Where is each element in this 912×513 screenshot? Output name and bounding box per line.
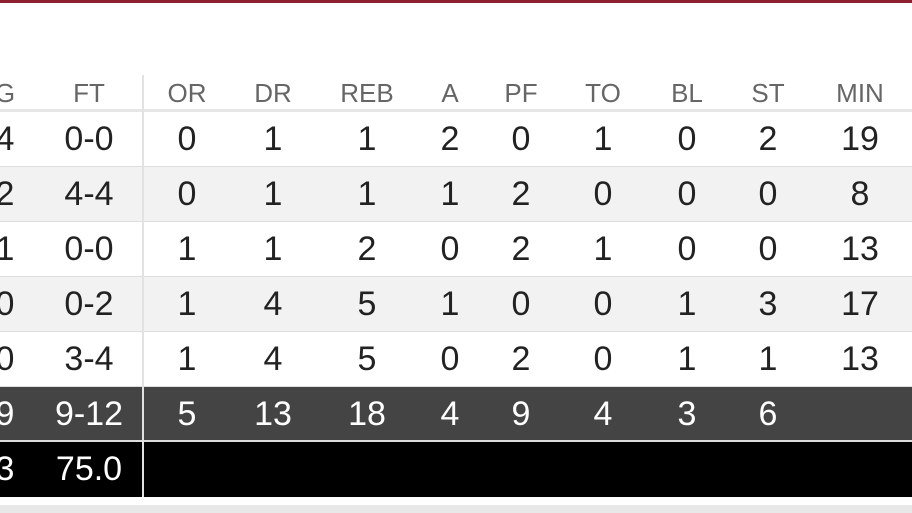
table-row-cell-reb: 5 xyxy=(357,340,377,378)
column-header-cell-or[interactable]: OR xyxy=(167,78,207,108)
table-row-cell-st: 3 xyxy=(758,285,778,323)
percentages-row: 3 75.0 xyxy=(0,442,912,497)
column-header-cell-pf[interactable]: PF xyxy=(504,78,538,108)
totals-row: 9 9-12 5 13 18 4 9 4 3 6 xyxy=(0,387,912,442)
table-row-cell-or: 1 xyxy=(177,230,197,268)
table-row-cell-min: 13 xyxy=(841,230,879,268)
table-row-cell-bl: 0 xyxy=(677,120,697,158)
table-row-cell-a: 2 xyxy=(440,120,460,158)
table-row-cell-to: 0 xyxy=(593,285,613,323)
percentages-row-cell-ft: 75.0 xyxy=(55,450,123,488)
table-row-cell-st: 1 xyxy=(758,340,778,378)
table-row: 4 0-0 0 1 1 2 0 1 0 2 19 xyxy=(0,112,912,167)
table-row-cell-dr: 4 xyxy=(263,340,283,378)
table-row-cell-ft: 0-0 xyxy=(64,120,114,158)
table-row-cell-pf: 0 xyxy=(511,285,531,323)
table-row-cell-g: 2 xyxy=(0,175,15,213)
table-row-cell-to: 0 xyxy=(593,175,613,213)
table-row-cell-reb: 1 xyxy=(357,175,377,213)
table-row-cell-dr: 1 xyxy=(263,230,283,268)
table-row-cell-dr: 4 xyxy=(263,285,283,323)
table-row-cell-or: 1 xyxy=(177,340,197,378)
table-row-cell-a: 1 xyxy=(440,175,460,213)
table-row-cell-st: 0 xyxy=(758,175,778,213)
table-row-cell-a: 0 xyxy=(440,230,460,268)
table-row: 0 3-4 1 4 5 0 2 0 1 1 13 xyxy=(0,332,912,387)
table-row-cell-g: 0 xyxy=(0,285,15,323)
totals-row-cell-pf: 9 xyxy=(511,395,531,433)
table-row-cell-dr: 1 xyxy=(263,120,283,158)
table-row: 1 0-0 1 1 2 0 2 1 0 0 13 xyxy=(0,222,912,277)
column-divider xyxy=(142,75,144,497)
table-row-cell-pf: 0 xyxy=(511,120,531,158)
table-row-cell-bl: 0 xyxy=(677,230,697,268)
table-row-cell-bl: 1 xyxy=(677,285,697,323)
table-row-cell-or: 0 xyxy=(177,120,197,158)
table-row-cell-to: 1 xyxy=(593,120,613,158)
table-row-cell-min: 19 xyxy=(841,120,879,158)
column-header-cell-min[interactable]: MIN xyxy=(836,78,884,108)
table-row-cell-reb: 1 xyxy=(357,120,377,158)
table-row-cell-ft: 0-0 xyxy=(64,230,114,268)
table-row-cell-pf: 2 xyxy=(511,340,531,378)
column-header-cell-st[interactable]: ST xyxy=(751,78,785,108)
table-row-cell-reb: 5 xyxy=(357,285,377,323)
table-row-cell-pf: 2 xyxy=(511,230,531,268)
team-color-bar xyxy=(0,0,912,3)
table-row-cell-min: 17 xyxy=(841,285,879,323)
table-row-cell-dr: 1 xyxy=(263,175,283,213)
totals-row-cell-to: 4 xyxy=(593,395,613,433)
table-row-cell-pf: 2 xyxy=(511,175,531,213)
column-header-cell-to[interactable]: TO xyxy=(585,78,621,108)
table-row-cell-or: 0 xyxy=(177,175,197,213)
column-header-cell-bl[interactable]: BL xyxy=(671,78,703,108)
column-header: G FT OR DR REB A PF TO BL ST MIN xyxy=(0,75,912,112)
totals-row-cell-or: 5 xyxy=(177,395,197,433)
percentages-row-cell-g: 3 xyxy=(0,450,15,488)
bottom-divider xyxy=(0,505,912,513)
table-row-cell-min: 13 xyxy=(841,340,879,378)
totals-row-cell-g: 9 xyxy=(0,395,15,433)
table-row-cell-reb: 2 xyxy=(357,230,377,268)
table-row: 2 4-4 0 1 1 1 2 0 0 0 8 xyxy=(0,167,912,222)
table-row-cell-bl: 1 xyxy=(677,340,697,378)
totals-row-cell-bl: 3 xyxy=(677,395,697,433)
table-row-cell-ft: 4-4 xyxy=(64,175,114,213)
table-row-cell-g: 1 xyxy=(0,230,15,268)
totals-row-cell-st: 6 xyxy=(758,395,778,433)
column-header-cell-a[interactable]: A xyxy=(441,78,459,108)
table-row: 0 0-2 1 4 5 1 0 0 1 3 17 xyxy=(0,277,912,332)
table-row-cell-or: 1 xyxy=(177,285,197,323)
column-header-cell-g[interactable]: G xyxy=(0,78,16,108)
totals-row-cell-reb: 18 xyxy=(348,395,386,433)
table-row-cell-st: 0 xyxy=(758,230,778,268)
table-row-cell-min: 8 xyxy=(850,175,870,213)
column-header-cell-reb[interactable]: REB xyxy=(340,78,394,108)
totals-row-cell-ft: 9-12 xyxy=(54,395,124,433)
table-row-cell-to: 1 xyxy=(593,230,613,268)
table-row-cell-st: 2 xyxy=(758,120,778,158)
column-header-cell-dr[interactable]: DR xyxy=(254,78,292,108)
table-row-cell-a: 0 xyxy=(440,340,460,378)
table-row-cell-g: 0 xyxy=(0,340,15,378)
table-row-cell-bl: 0 xyxy=(677,175,697,213)
totals-row-cell-a: 4 xyxy=(440,395,460,433)
table-row-cell-to: 0 xyxy=(593,340,613,378)
column-header-cell-ft[interactable]: FT xyxy=(73,78,105,108)
table-row-cell-ft: 3-4 xyxy=(64,340,114,378)
totals-row-cell-dr: 13 xyxy=(254,395,292,433)
table-row-cell-a: 1 xyxy=(440,285,460,323)
table-row-cell-ft: 0-2 xyxy=(64,285,114,323)
table-row-cell-g: 4 xyxy=(0,120,15,158)
